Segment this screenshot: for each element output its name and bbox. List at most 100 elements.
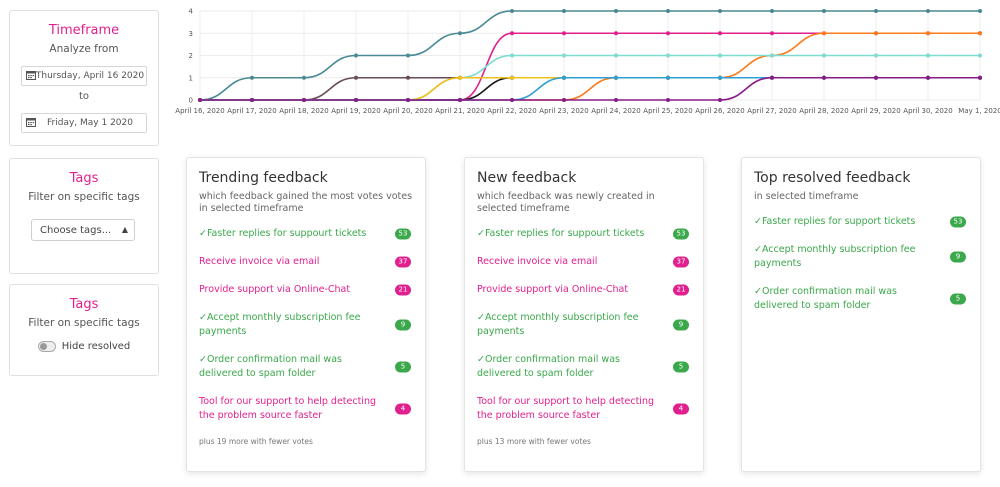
trending-feedback-card: Trending feedback which feedback gained … — [186, 157, 426, 472]
series-point — [822, 53, 826, 58]
feedback-item[interactable]: ✓Order confirmation mail was delivered t… — [754, 285, 968, 313]
feedback-label: Order confirmation mail was delivered to… — [754, 286, 897, 311]
series-point — [510, 31, 514, 36]
series-point — [458, 98, 462, 102]
check-icon: ✓ — [477, 228, 485, 239]
vote-count-badge: 5 — [395, 361, 411, 373]
vote-count-badge: 21 — [673, 284, 689, 296]
series-line — [199, 10, 980, 101]
feedback-label: Faster replies for suppourt tickets — [484, 228, 645, 239]
feedback-item[interactable]: Tool for our support to help detecting t… — [477, 395, 691, 423]
series-point — [562, 31, 566, 36]
feedback-item[interactable]: ✓Faster replies for suppourt tickets 53 — [199, 227, 413, 241]
vote-count-badge: 9 — [673, 319, 689, 331]
series-point — [562, 75, 566, 80]
timeframe-panel: Timeframe Analyze from Thursday, April 1… — [9, 10, 159, 146]
hide-resolved-label: Hide resolved — [61, 341, 131, 352]
series-point — [718, 31, 722, 36]
feedback-item[interactable]: ✓Accept monthly subscription fee payment… — [199, 311, 413, 339]
x-tick-label: April 23, 2020 — [539, 107, 588, 115]
resolved-panel-title: Tags — [69, 297, 99, 312]
x-tick-label: April 25, 2020 — [643, 107, 692, 115]
new-feedback-list: ✓Faster replies for suppourt tickets 53 Re… — [477, 227, 691, 423]
tags-select[interactable]: Choose tags... ▲ — [31, 219, 135, 241]
x-tick-label: May 1, 2020 — [958, 107, 1000, 115]
trending-subtitle: which feedback gained the most votes vot… — [199, 191, 413, 214]
x-tick-label: April 20, 2020 — [383, 107, 432, 115]
to-date-label: Friday, May 1 2020 — [47, 118, 133, 128]
series-point — [562, 98, 566, 102]
timeframe-subtitle: Analyze from — [49, 43, 119, 55]
series-point — [822, 31, 826, 36]
series-point — [978, 75, 982, 80]
tags-panel: Tags Filter on specific tags Choose tags… — [9, 158, 159, 274]
feedback-item[interactable]: ✓Accept monthly subscription fee payment… — [477, 311, 691, 339]
series-point — [978, 31, 982, 36]
check-icon: ✓ — [477, 354, 485, 365]
feedback-item[interactable]: Receive invoice via email 37 — [477, 255, 691, 269]
feedback-item[interactable]: ✓Order confirmation mail was delivered t… — [477, 353, 691, 381]
from-date-button[interactable]: Thursday, April 16 2020 — [21, 66, 147, 86]
feedback-item[interactable]: ✓Faster replies for support tickets 53 — [754, 215, 968, 229]
series-point — [822, 9, 826, 13]
top-resolved-title: Top resolved feedback — [754, 170, 911, 186]
hide-resolved-toggle[interactable] — [37, 341, 56, 352]
series-point — [666, 98, 670, 102]
series-line — [200, 32, 980, 101]
trending-title: Trending feedback — [199, 170, 328, 186]
feedback-item[interactable]: Provide support via Online-Chat 21 — [199, 283, 413, 297]
y-tick-label: 1 — [189, 74, 193, 82]
series-line — [200, 76, 980, 101]
series-point — [510, 9, 514, 13]
vote-count-badge: 37 — [673, 256, 689, 268]
to-date-button[interactable]: Friday, May 1 2020 — [21, 113, 147, 133]
series-point — [406, 75, 410, 80]
feedback-label: Provide support via Online-Chat — [199, 284, 351, 295]
feedback-label: Faster replies for suppourt tickets — [206, 228, 367, 239]
series-point — [978, 9, 982, 13]
y-tick-label: 0 — [189, 97, 193, 105]
series-point — [874, 31, 878, 36]
feedback-label: Accept monthly subscription fee payments — [199, 312, 361, 337]
series-point — [510, 75, 514, 80]
series-point — [198, 98, 202, 102]
x-tick-label: April 17, 2020 — [227, 107, 276, 115]
select-caret-icon: ▲ — [121, 225, 128, 234]
vote-count-badge: 53 — [950, 216, 966, 228]
feedback-item[interactable]: Provide support via Online-Chat 21 — [477, 283, 691, 297]
vote-count-badge: 53 — [395, 228, 411, 240]
new-feedback-subtitle: which feedback was newly created in sele… — [477, 191, 655, 214]
trending-more: plus 19 more with fewer votes — [199, 437, 313, 446]
trending-list: ✓Faster replies for suppourt tickets 53 Re… — [199, 227, 413, 423]
series-point — [874, 53, 878, 58]
series-point — [562, 53, 566, 58]
top-resolved-card: Top resolved feedback in selected timefr… — [741, 157, 981, 472]
x-tick-label: April 26, 2020 — [695, 107, 744, 115]
feedback-item[interactable]: ✓Faster replies for suppourt tickets 53 — [477, 227, 691, 241]
feedback-item[interactable]: Receive invoice via email 37 — [199, 255, 413, 269]
top-resolved-subtitle: in selected timeframe — [754, 191, 859, 202]
series-point — [510, 98, 514, 102]
feedback-item[interactable]: ✓Accept monthly subscription fee payment… — [754, 243, 968, 271]
vote-count-badge: 4 — [673, 403, 689, 415]
feedback-label: Order confirmation mail was delivered to… — [199, 354, 342, 379]
calendar-icon — [26, 118, 36, 127]
series-point — [562, 9, 566, 13]
series-point — [770, 75, 774, 80]
feedback-label: Order confirmation mail was delivered to… — [477, 354, 620, 379]
series-point — [614, 75, 618, 80]
vote-count-badge: 37 — [395, 256, 411, 268]
feedback-item[interactable]: ✓Order confirmation mail was delivered t… — [199, 353, 413, 381]
to-label: to — [78, 91, 90, 102]
series-point — [666, 75, 670, 80]
vote-count-badge: 21 — [395, 284, 411, 296]
resolved-panel: Tags Filter on specific tags Hide resolv… — [9, 284, 159, 376]
feedback-label: Tool for our support to help detecting t… — [477, 396, 655, 421]
feedback-label: Faster replies for support tickets — [761, 216, 916, 227]
new-feedback-more: plus 13 more with fewer votes — [477, 437, 591, 446]
feedback-item[interactable]: Tool for our support to help detecting t… — [199, 395, 413, 423]
feedback-label: Accept monthly subscription fee payments — [754, 244, 916, 269]
series-point — [770, 53, 774, 58]
series-point — [926, 75, 930, 80]
series-point — [250, 75, 254, 80]
